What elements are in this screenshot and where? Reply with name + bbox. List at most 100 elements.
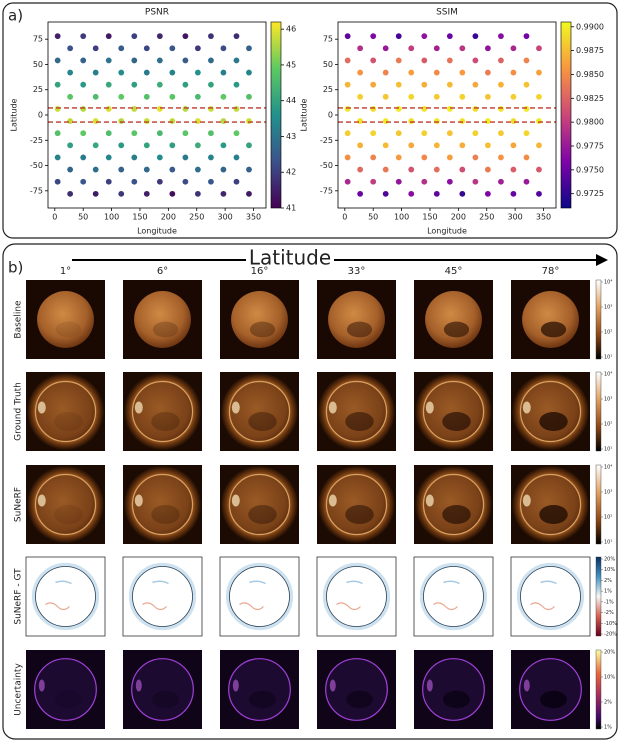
point xyxy=(118,190,125,197)
point xyxy=(143,166,150,173)
solar-disk xyxy=(228,473,291,536)
point xyxy=(433,142,440,149)
plot-area xyxy=(48,22,266,208)
point xyxy=(446,33,453,40)
active-region xyxy=(425,401,434,414)
point xyxy=(67,93,74,100)
point xyxy=(344,130,351,137)
colorbar-tick-label: 2% xyxy=(604,700,612,706)
point xyxy=(523,33,530,40)
point xyxy=(536,69,542,76)
point xyxy=(220,45,227,52)
point xyxy=(536,45,542,52)
point xyxy=(156,130,163,137)
coronal-hole xyxy=(345,505,374,524)
uncertainty-disk xyxy=(34,658,97,721)
point xyxy=(54,154,61,161)
x-tick-label: 200 xyxy=(161,213,176,222)
active-region xyxy=(134,401,143,414)
point xyxy=(118,142,125,149)
point xyxy=(80,130,87,137)
x-tick-label: 350 xyxy=(536,213,551,222)
difference-halo xyxy=(31,562,100,631)
colorbar xyxy=(595,556,602,637)
point xyxy=(246,45,252,52)
point xyxy=(105,178,112,185)
uncertainty-patch xyxy=(232,679,239,692)
point xyxy=(80,57,87,64)
point xyxy=(92,190,99,197)
colorbar-tick-label: 10⁴ xyxy=(604,280,612,286)
limb xyxy=(35,566,96,627)
point xyxy=(105,130,112,137)
point xyxy=(395,178,402,185)
point xyxy=(92,93,99,100)
point xyxy=(382,69,389,76)
point xyxy=(169,142,176,149)
point xyxy=(143,69,150,76)
column-label: 78° xyxy=(542,266,560,277)
point xyxy=(92,166,99,173)
point xyxy=(233,178,240,185)
point xyxy=(472,178,479,185)
point xyxy=(408,118,415,124)
point xyxy=(459,45,466,52)
point xyxy=(433,93,440,100)
colorbar-tick-label: 0.9900 xyxy=(576,22,604,31)
point xyxy=(484,93,491,100)
plot-frame xyxy=(337,21,557,209)
point xyxy=(484,45,491,52)
point xyxy=(194,93,201,100)
point xyxy=(233,33,240,40)
point xyxy=(421,130,428,137)
panel-label: a) xyxy=(8,7,23,25)
x-tick-label: 150 xyxy=(422,213,437,222)
point xyxy=(523,57,530,64)
image-background xyxy=(413,556,494,637)
colorbar-tick-label: -1% xyxy=(604,599,614,605)
colorbar-tick-label: 0.9725 xyxy=(576,189,604,198)
coronal-hole xyxy=(54,412,83,431)
chart-title: PSNR xyxy=(145,8,169,18)
y-tick-label: 50 xyxy=(33,60,43,69)
coronal-hole xyxy=(151,505,180,524)
point xyxy=(370,130,377,137)
point xyxy=(523,106,530,112)
uncertainty-patch xyxy=(523,679,530,692)
point xyxy=(357,45,364,52)
column-label: 6° xyxy=(157,266,168,277)
point xyxy=(484,142,491,149)
difference-patch xyxy=(45,602,70,611)
point xyxy=(408,69,415,76)
point xyxy=(169,190,176,197)
colorbar-tick-label: 43 xyxy=(286,132,296,141)
point xyxy=(421,57,428,64)
point xyxy=(408,93,415,100)
point xyxy=(233,130,240,137)
point xyxy=(408,142,415,149)
y-tick-label: 0 xyxy=(328,111,333,120)
point xyxy=(182,33,189,40)
difference-patch xyxy=(142,602,167,611)
point xyxy=(246,118,252,124)
point xyxy=(395,130,402,137)
uncertainty-disk xyxy=(422,658,485,721)
active-region xyxy=(134,494,143,507)
colorbar-tick-label: 46 xyxy=(286,25,296,34)
difference-patch xyxy=(530,602,555,611)
point xyxy=(246,166,252,173)
point xyxy=(233,81,240,88)
point xyxy=(233,106,240,112)
coronal-hole xyxy=(442,505,471,524)
point xyxy=(510,166,517,173)
point xyxy=(131,178,138,185)
point xyxy=(433,118,440,124)
point xyxy=(54,178,61,185)
difference-patch xyxy=(346,580,363,585)
column-label: 45° xyxy=(445,266,463,277)
point xyxy=(246,93,252,100)
colorbar-tick-label: 41 xyxy=(286,204,296,213)
coronal-hole xyxy=(346,321,373,338)
y-tick-label: 50 xyxy=(323,60,333,69)
point xyxy=(169,93,176,100)
